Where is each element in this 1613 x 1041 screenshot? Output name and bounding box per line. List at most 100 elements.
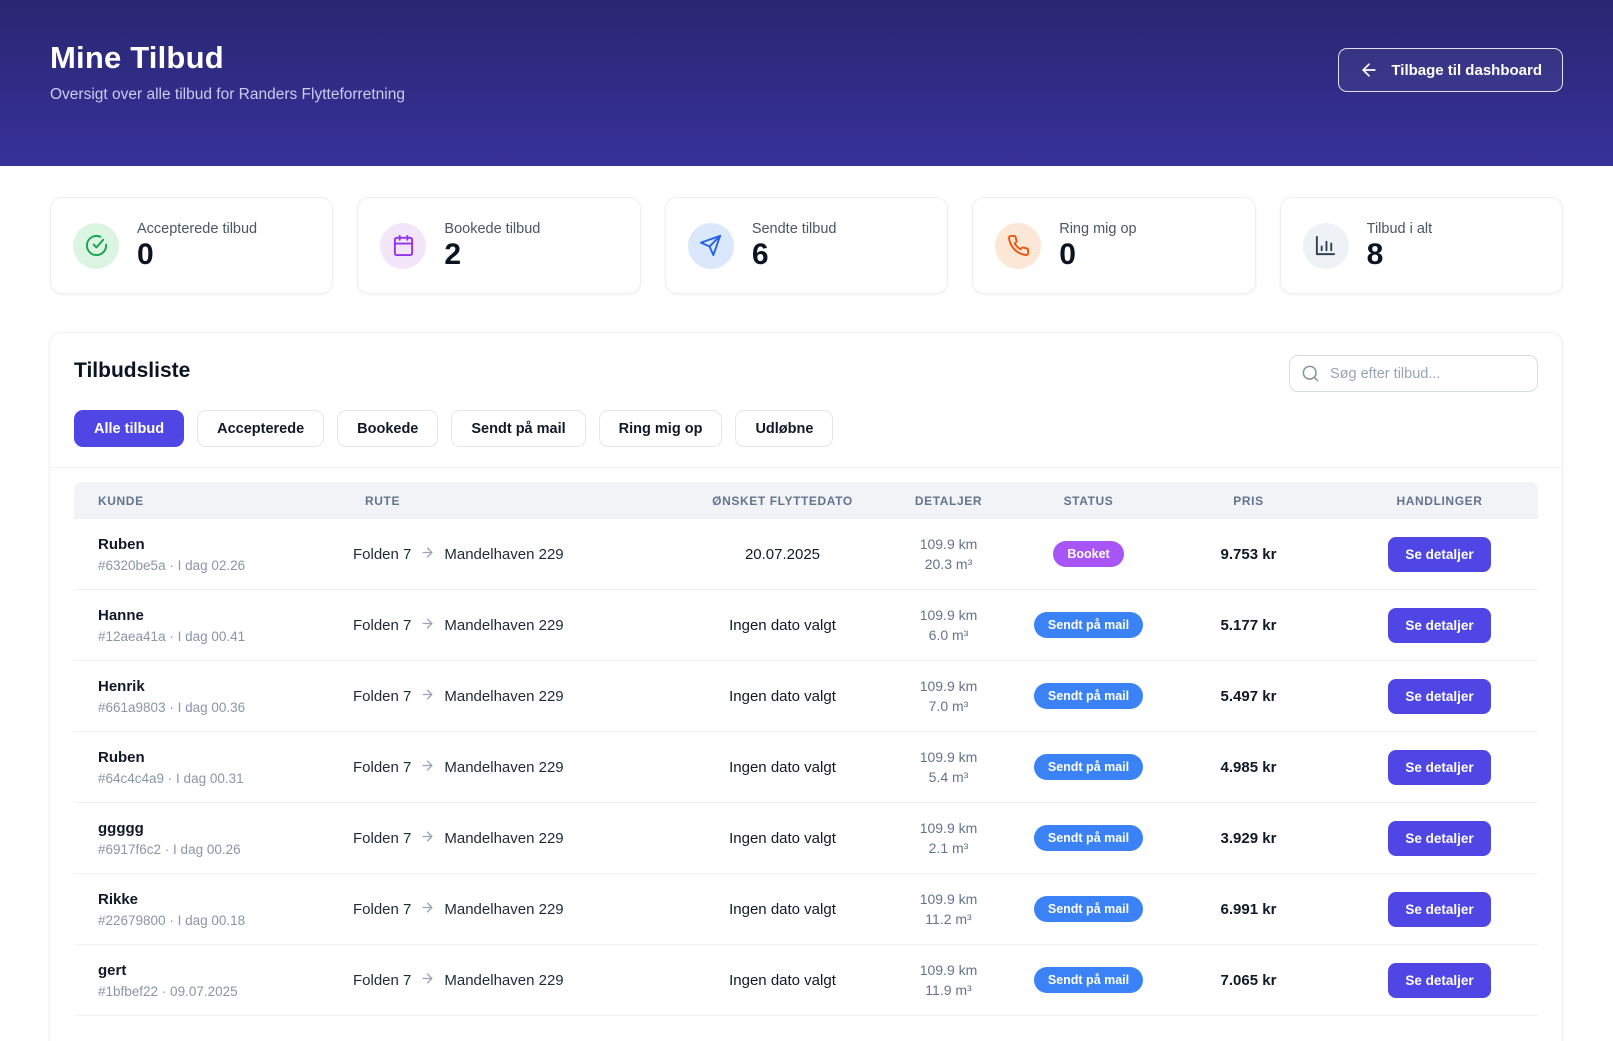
- details-cell: 109.9 km 11.2 m³: [876, 889, 1021, 930]
- column-header-handlinger: HANDLINGER: [1396, 493, 1483, 508]
- route-to: Mandelhaven 229: [444, 545, 564, 563]
- customer-meta: #22679800 · I dag 00.18: [98, 912, 246, 928]
- arrow-right-icon: [420, 829, 435, 848]
- status-badge: Booket: [1053, 541, 1124, 567]
- list-title: Tilbudsliste: [74, 359, 191, 382]
- stat-value: 0: [1059, 238, 1076, 271]
- check-circle-icon: [73, 222, 119, 269]
- table-body: Ruben #6320be5a · I dag 02.26 Folden 7 M…: [74, 519, 1538, 1016]
- status-badge: Sendt på mail: [1033, 754, 1144, 780]
- route-cell: Folden 7 Mandelhaven 229: [341, 687, 689, 706]
- table-row: Rikke #22679800 · I dag 00.18 Folden 7 M…: [74, 874, 1538, 945]
- stat-label: Tilbud i alt: [1366, 221, 1433, 237]
- filter-tab[interactable]: Udløbne: [735, 410, 834, 447]
- see-details-button[interactable]: Se detaljer: [1388, 749, 1491, 785]
- volume-value: 2.1 m³: [928, 840, 969, 856]
- route-from: Folden 7: [353, 900, 412, 918]
- offers-table: KUNDE RUTE ØNSKET FLYTTEDATO DETALJER ST…: [50, 468, 1562, 1016]
- table-row: Henrik #661a9803 · I dag 00.36 Folden 7 …: [74, 661, 1538, 732]
- arrow-right-icon: [420, 687, 435, 706]
- filter-tab[interactable]: Bookede: [337, 410, 439, 447]
- see-details-button[interactable]: Se detaljer: [1388, 678, 1491, 714]
- route-to: Mandelhaven 229: [444, 687, 564, 705]
- price-value: 7.065 kr: [1220, 971, 1277, 989]
- route-from: Folden 7: [353, 687, 412, 705]
- filter-tab[interactable]: Sendt på mail: [451, 410, 586, 447]
- see-details-button[interactable]: Se detaljer: [1388, 962, 1491, 998]
- route-to: Mandelhaven 229: [444, 829, 564, 847]
- column-header-flyttedato: ØNSKET FLYTTEDATO: [712, 493, 853, 508]
- arrow-right-icon: [420, 545, 435, 564]
- stats-row: Accepterede tilbud 0 Bookede tilbud 2 Se…: [0, 166, 1613, 294]
- route-cell: Folden 7 Mandelhaven 229: [341, 829, 689, 848]
- send-icon: [687, 222, 734, 269]
- arrow-right-icon: [420, 758, 435, 777]
- move-date: Ingen dato valgt: [729, 971, 836, 989]
- customer-name: Rikke: [98, 890, 139, 908]
- details-cell: 109.9 km 20.3 m³: [876, 534, 1021, 575]
- move-date: Ingen dato valgt: [729, 687, 836, 705]
- price-value: 5.497 kr: [1220, 687, 1277, 705]
- stat-label: Sendte tilbud: [751, 221, 837, 237]
- route-to: Mandelhaven 229: [444, 758, 564, 776]
- stat-card-call-me: Ring mig op 0: [972, 197, 1256, 294]
- arrow-left-icon: [1359, 60, 1379, 80]
- route-cell: Folden 7 Mandelhaven 229: [341, 545, 689, 564]
- volume-value: 7.0 m³: [928, 698, 969, 714]
- volume-value: 11.2 m³: [925, 911, 972, 927]
- see-details-button[interactable]: Se detaljer: [1388, 607, 1491, 643]
- search-input[interactable]: [1289, 355, 1538, 392]
- move-date: Ingen dato valgt: [729, 758, 836, 776]
- page-subtitle: Oversigt over alle tilbud for Randers Fl…: [50, 86, 405, 103]
- distance-value: 109.9 km: [919, 890, 978, 907]
- filter-tab[interactable]: Ring mig op: [598, 410, 723, 447]
- details-cell: 109.9 km 2.1 m³: [876, 818, 1021, 859]
- search-box: [1289, 355, 1538, 392]
- customer-name: Henrik: [98, 677, 145, 695]
- column-header-status: STATUS: [1063, 493, 1114, 508]
- stat-card-accepted: Accepterede tilbud 0: [50, 197, 334, 294]
- page-header: Mine Tilbud Oversigt over alle tilbud fo…: [0, 0, 1613, 166]
- stat-value: 6: [751, 238, 769, 271]
- details-cell: 109.9 km 11.9 m³: [876, 960, 1021, 1001]
- details-cell: 109.9 km 6.0 m³: [876, 605, 1021, 646]
- route-to: Mandelhaven 229: [444, 971, 564, 989]
- details-cell: 109.9 km 7.0 m³: [876, 676, 1021, 717]
- volume-value: 5.4 m³: [928, 769, 969, 785]
- route-cell: Folden 7 Mandelhaven 229: [341, 758, 689, 777]
- customer-meta: #1bfbef22 · 09.07.2025: [98, 983, 238, 999]
- volume-value: 11.9 m³: [925, 982, 972, 998]
- customer-name: ggggg: [98, 819, 144, 837]
- price-value: 9.753 kr: [1220, 545, 1277, 563]
- route-cell: Folden 7 Mandelhaven 229: [341, 900, 689, 919]
- customer-name: gert: [98, 961, 127, 979]
- see-details-button[interactable]: Se detaljer: [1388, 891, 1491, 927]
- back-to-dashboard-button[interactable]: Tilbage til dashboard: [1338, 48, 1563, 92]
- route-to: Mandelhaven 229: [444, 616, 564, 634]
- column-header-kunde: KUNDE: [98, 493, 144, 508]
- move-date: Ingen dato valgt: [729, 829, 836, 847]
- see-details-button[interactable]: Se detaljer: [1388, 820, 1491, 856]
- customer-meta: #64c4c4a9 · I dag 00.31: [98, 770, 244, 786]
- stat-label: Bookede tilbud: [444, 221, 541, 237]
- distance-value: 109.9 km: [919, 606, 978, 623]
- column-header-pris: PRIS: [1233, 493, 1264, 508]
- price-value: 4.985 kr: [1220, 758, 1277, 776]
- move-date: Ingen dato valgt: [729, 900, 836, 918]
- distance-value: 109.9 km: [919, 961, 978, 978]
- stat-card-sent: Sendte tilbud 6: [664, 197, 949, 294]
- filter-tab[interactable]: Alle tilbud: [74, 410, 185, 447]
- route-from: Folden 7: [353, 545, 412, 563]
- filter-tab[interactable]: Accepterede: [197, 410, 325, 447]
- distance-value: 109.9 km: [919, 677, 978, 694]
- customer-meta: #6320be5a · I dag 02.26: [98, 557, 246, 573]
- stat-value: 8: [1366, 238, 1384, 271]
- table-row: ggggg #6917f6c2 · I dag 00.26 Folden 7 M…: [74, 803, 1538, 874]
- see-details-button[interactable]: Se detaljer: [1388, 536, 1491, 572]
- route-from: Folden 7: [353, 758, 412, 776]
- arrow-right-icon: [420, 971, 435, 990]
- status-badge: Sendt på mail: [1033, 825, 1144, 851]
- route-cell: Folden 7 Mandelhaven 229: [341, 971, 689, 990]
- table-header-row: KUNDE RUTE ØNSKET FLYTTEDATO DETALJER ST…: [74, 482, 1538, 519]
- offers-list-card: Tilbudsliste Alle tilbud Accepterede Boo…: [49, 332, 1563, 1041]
